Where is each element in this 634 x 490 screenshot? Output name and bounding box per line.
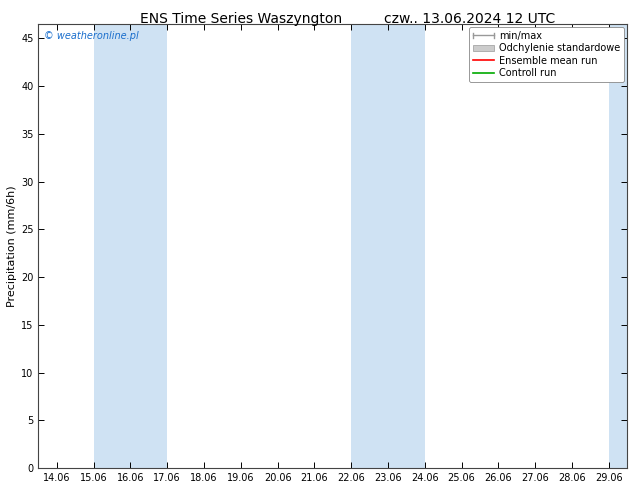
Text: © weatheronline.pl: © weatheronline.pl [44, 31, 139, 41]
Bar [351, 24, 425, 468]
Bar [94, 24, 167, 468]
Legend: min/max, Odchylenie standardowe, Ensemble mean run, Controll run: min/max, Odchylenie standardowe, Ensembl… [469, 27, 624, 82]
Y-axis label: Precipitation (mm/6h): Precipitation (mm/6h) [7, 185, 17, 307]
Text: czw.. 13.06.2024 12 UTC: czw.. 13.06.2024 12 UTC [384, 12, 555, 26]
Text: ENS Time Series Waszyngton: ENS Time Series Waszyngton [140, 12, 342, 26]
Bar [609, 24, 627, 468]
